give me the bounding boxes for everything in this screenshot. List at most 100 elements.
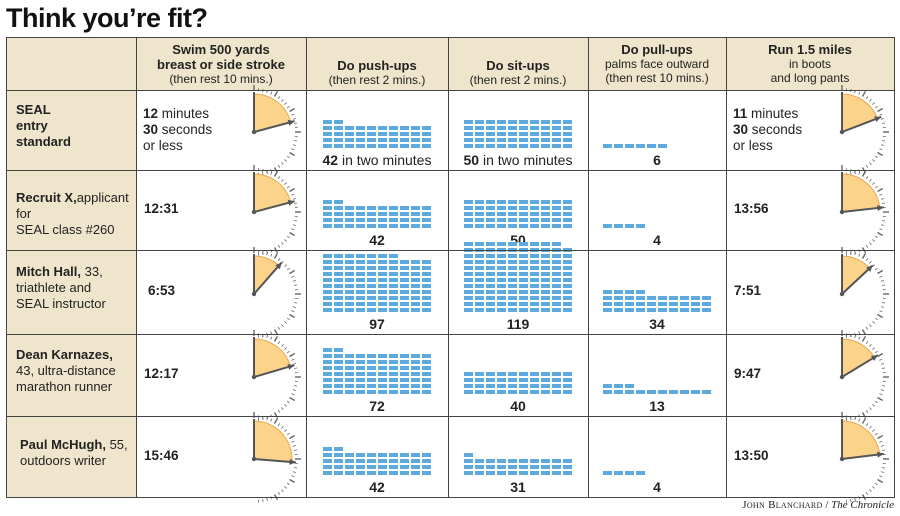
count-bar xyxy=(508,144,517,148)
count-bar xyxy=(334,378,343,382)
clock-tick xyxy=(277,326,281,330)
count-bar xyxy=(519,272,528,276)
count-bar xyxy=(464,459,473,463)
clock-wedge xyxy=(841,93,879,133)
count-bar xyxy=(389,453,398,457)
participant-name-line: standard xyxy=(16,134,71,149)
count-bar xyxy=(334,266,343,270)
count-bar xyxy=(345,224,354,228)
clock-tick xyxy=(286,267,290,271)
header-pushups: Do push-ups (then rest 2 mins.) xyxy=(306,37,448,90)
clock-tick xyxy=(270,418,273,422)
count-bar xyxy=(563,212,572,216)
clock-tick xyxy=(281,425,284,429)
count-bar xyxy=(411,465,420,469)
clock-tick xyxy=(882,466,886,469)
count-bar xyxy=(367,471,376,475)
pullups-bars xyxy=(603,144,667,148)
pushups-count: 72 xyxy=(306,398,448,414)
count-bar xyxy=(603,308,612,312)
clock-tick xyxy=(281,242,284,245)
count-bar xyxy=(552,384,561,388)
count-bar xyxy=(563,390,572,394)
clock-tick xyxy=(861,335,867,342)
count-bar xyxy=(323,224,332,228)
clock-tick xyxy=(861,170,867,177)
count-bar xyxy=(530,254,539,258)
clock-tick xyxy=(869,407,872,410)
count-bar xyxy=(464,132,473,136)
count-bar xyxy=(486,218,495,222)
count-bar xyxy=(378,360,387,364)
clock-tick xyxy=(882,367,886,369)
count-bar xyxy=(334,138,343,142)
count-bar xyxy=(475,272,484,276)
clock-tick xyxy=(281,407,284,410)
clock-tick xyxy=(877,396,884,402)
clock-tick xyxy=(284,485,287,489)
count-bar xyxy=(400,296,409,300)
count-bar xyxy=(508,278,517,282)
count-bar xyxy=(345,360,354,364)
count-bar xyxy=(367,218,376,222)
count-bar xyxy=(552,126,561,130)
count-bar xyxy=(614,224,623,228)
count-bar xyxy=(334,290,343,294)
header-subtitle-line: palms face outward xyxy=(604,57,710,71)
count-bar xyxy=(497,212,506,216)
swim-qualifier: or less xyxy=(143,138,183,153)
count-bar xyxy=(552,378,561,382)
count-bar xyxy=(541,138,550,142)
count-bar xyxy=(323,354,332,358)
count-bar xyxy=(323,372,332,376)
count-bar xyxy=(625,471,634,475)
clock-wedge xyxy=(841,419,881,460)
clock-tick xyxy=(877,313,884,319)
situps-count-value: 119 xyxy=(506,316,530,332)
count-bar xyxy=(497,126,506,130)
header-subtitle: (then rest 2 mins.) xyxy=(448,73,588,87)
cell-swim: 12 minutes 30 seconds or less xyxy=(136,85,306,176)
count-bar xyxy=(497,378,506,382)
count-bar xyxy=(486,260,495,264)
header-title-line: Do sit-ups xyxy=(486,58,550,73)
count-bar xyxy=(367,308,376,312)
count-bar xyxy=(323,278,332,282)
count-bar xyxy=(530,372,539,376)
clock-tick xyxy=(281,324,284,327)
clock-tick xyxy=(869,488,872,492)
count-bar xyxy=(345,471,354,475)
count-bar xyxy=(378,453,387,457)
clock-tick xyxy=(292,280,296,282)
count-bar xyxy=(519,144,528,148)
count-bar xyxy=(552,120,561,124)
clock-tick xyxy=(882,140,886,142)
count-bar xyxy=(464,224,473,228)
count-bar xyxy=(508,242,517,246)
count-bar xyxy=(508,284,517,288)
clock-tick xyxy=(277,96,281,100)
credit-separator: / xyxy=(822,499,832,511)
clock-tick xyxy=(865,96,869,100)
count-bar xyxy=(378,278,387,282)
credit-line: John Blanchard / The Chronicle xyxy=(742,499,894,511)
count-bar xyxy=(475,278,484,282)
clock-tick xyxy=(286,185,290,189)
cell-situps: 40 xyxy=(448,334,588,416)
clock-tick xyxy=(865,258,869,262)
clock-tick xyxy=(872,102,875,105)
count-bar xyxy=(497,290,506,294)
count-bar xyxy=(422,378,431,382)
count-bar xyxy=(464,372,473,376)
count-bar xyxy=(497,260,506,264)
run-seconds-unit: seconds xyxy=(748,122,803,137)
count-bar xyxy=(658,302,667,306)
clock-hub xyxy=(839,374,845,380)
count-bar xyxy=(508,206,517,210)
count-bar xyxy=(378,260,387,264)
count-bar xyxy=(345,308,354,312)
count-bar xyxy=(422,308,431,312)
count-bar xyxy=(647,390,656,394)
count-bar xyxy=(400,384,409,388)
count-bar xyxy=(411,372,420,376)
